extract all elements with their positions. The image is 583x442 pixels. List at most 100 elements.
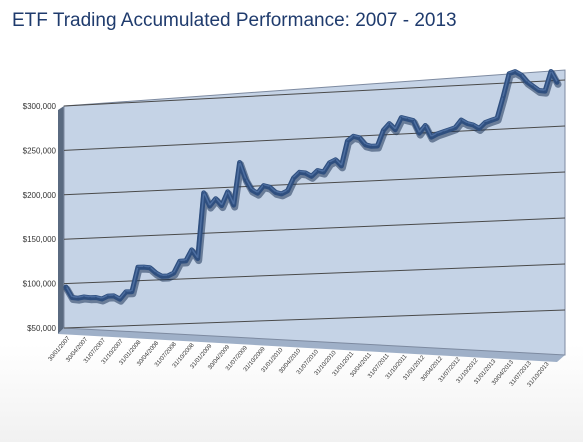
data-point	[95, 296, 97, 299]
data-point	[185, 260, 187, 262]
data-point	[418, 132, 421, 134]
data-point	[442, 131, 445, 133]
data-point	[436, 133, 439, 135]
y-tick-label: $200,000	[23, 191, 57, 200]
data-point	[214, 197, 217, 200]
data-point	[334, 159, 337, 161]
y-tick-label: $100,000	[23, 280, 57, 289]
data-point	[143, 266, 145, 268]
data-point	[77, 297, 79, 300]
data-point	[83, 296, 85, 298]
gridline	[63, 309, 566, 329]
data-point	[538, 89, 540, 92]
data-point	[424, 124, 427, 127]
data-point	[544, 90, 546, 92]
data-point	[125, 291, 127, 293]
data-point	[460, 119, 463, 121]
data-point	[400, 116, 403, 119]
gridline	[63, 171, 566, 196]
data-point	[190, 249, 193, 251]
data-point	[394, 128, 397, 131]
data-point	[388, 122, 391, 125]
y-axis-ticks: $50,000 $100,000 $150,000 $200,000 $250,000 $…	[23, 102, 57, 333]
data-point	[71, 296, 73, 299]
data-point	[298, 171, 301, 174]
data-point	[370, 145, 373, 148]
data-point	[149, 266, 151, 269]
data-point	[340, 165, 343, 167]
y-tick-label: $250,000	[23, 146, 57, 155]
data-point	[490, 119, 492, 122]
y-tick-label: $150,000	[23, 235, 57, 244]
data-point	[179, 260, 181, 263]
data-point	[328, 162, 331, 164]
data-point	[472, 124, 475, 126]
data-point	[430, 136, 433, 138]
data-point	[310, 175, 313, 178]
data-point	[256, 192, 259, 194]
gridline	[63, 263, 566, 285]
data-point	[556, 81, 558, 84]
data-point	[550, 70, 552, 73]
data-point	[107, 295, 109, 297]
data-point	[89, 296, 91, 299]
data-point	[448, 129, 451, 131]
data-point	[196, 257, 199, 260]
data-point	[268, 186, 271, 188]
data-point	[364, 144, 367, 146]
data-point	[208, 205, 211, 207]
gridline	[63, 79, 566, 107]
data-point	[292, 177, 295, 179]
data-point	[65, 286, 67, 288]
plot-area	[63, 69, 566, 356]
data-point	[202, 192, 205, 194]
data-point	[137, 266, 139, 269]
data-point	[119, 298, 121, 301]
data-point	[346, 140, 349, 142]
data-point	[454, 126, 457, 129]
chart-title: ETF Trading Accumulated Performance: 200…	[12, 10, 457, 31]
series-line-layer	[63, 69, 562, 305]
data-point	[155, 272, 157, 274]
y-tick-label: $50,000	[27, 324, 56, 333]
data-point	[382, 129, 385, 132]
data-point	[250, 189, 253, 191]
chart-wall	[58, 69, 566, 362]
data-point	[358, 137, 361, 139]
chart-side-wall	[58, 106, 64, 334]
data-point	[244, 178, 247, 181]
data-point	[274, 191, 277, 194]
y-tick-label: $300,000	[23, 102, 57, 111]
data-point	[220, 204, 223, 207]
data-point	[280, 193, 283, 195]
data-point	[532, 85, 534, 87]
data-point	[232, 204, 235, 206]
data-point	[526, 81, 528, 83]
data-point	[466, 122, 469, 125]
data-point	[113, 295, 115, 297]
data-point	[131, 290, 133, 293]
data-point	[502, 96, 504, 98]
data-point	[316, 169, 319, 172]
data-point	[484, 121, 486, 124]
data-point	[412, 119, 415, 122]
data-point	[322, 171, 325, 173]
data-point	[238, 161, 241, 164]
gridline	[63, 217, 566, 240]
data-point	[478, 127, 481, 130]
data-point	[406, 118, 409, 120]
data-point	[161, 275, 163, 278]
data-point	[508, 72, 510, 75]
data-point	[514, 70, 516, 73]
data-point	[352, 135, 355, 138]
data-point	[376, 145, 379, 147]
series-line-highlight	[65, 69, 558, 299]
data-point	[167, 275, 169, 277]
data-point	[173, 272, 175, 274]
data-point	[226, 191, 229, 193]
data-point	[101, 298, 103, 300]
data-point	[286, 190, 289, 192]
data-point	[262, 184, 265, 187]
data-point	[496, 117, 498, 120]
